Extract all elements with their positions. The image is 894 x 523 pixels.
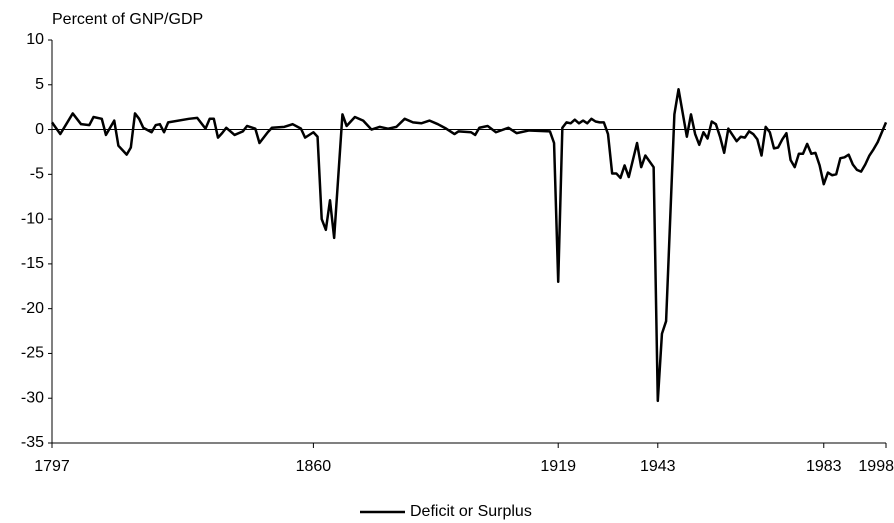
y-tick-label: -20 (21, 300, 44, 317)
x-tick-label: 1998 (858, 458, 894, 475)
y-axis-label: Percent of GNP/GDP (52, 11, 203, 28)
y-tick-label: -35 (21, 434, 44, 451)
y-tick-label: 0 (35, 121, 44, 138)
y-tick-label: -5 (30, 166, 44, 183)
y-tick-label: -25 (21, 345, 44, 362)
y-tick-label: 5 (35, 76, 44, 93)
legend-label: Deficit or Surplus (410, 503, 532, 520)
x-tick-label: 1983 (806, 458, 842, 475)
y-tick-label: -10 (21, 210, 44, 227)
y-tick-label: 10 (26, 31, 44, 48)
y-tick-label: -30 (21, 389, 44, 406)
x-tick-label: 1860 (296, 458, 332, 475)
x-tick-label: 1797 (34, 458, 70, 475)
y-tick-label: -15 (21, 255, 44, 272)
data-line (50, 88, 888, 403)
x-tick-label: 1943 (640, 458, 676, 475)
x-tick-label: 1919 (540, 458, 576, 475)
